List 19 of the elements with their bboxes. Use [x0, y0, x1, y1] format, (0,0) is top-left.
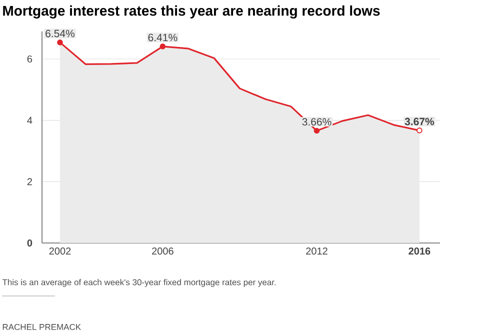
point [160, 44, 166, 50]
data-label: 6.41% [148, 34, 178, 42]
data-label: 6.54% [46, 30, 74, 38]
point [314, 128, 320, 134]
point [416, 128, 422, 134]
text: RACHEL PREMACK [2, 324, 81, 330]
point [57, 40, 63, 46]
x-tick-label: 2016 [408, 248, 430, 255]
chart-title: Mortgage interest rates this year are nearing record lows [3, 5, 380, 19]
text: This is an average of each week's 30-year fixed mortgage rates per year. [2, 279, 276, 287]
data-label: 3.66% [302, 118, 332, 126]
x-tick-label: 2002 [49, 248, 71, 255]
data-label: 3.67% [404, 118, 434, 126]
y-tick-label: 6 [27, 55, 32, 63]
y-tick-label: 4 [27, 116, 32, 124]
x-tick-label: 2006 [152, 248, 174, 255]
y-tick-label: 0 [27, 239, 32, 247]
x-tick-label: 2012 [306, 248, 328, 255]
y-tick-label: 2 [27, 178, 32, 186]
